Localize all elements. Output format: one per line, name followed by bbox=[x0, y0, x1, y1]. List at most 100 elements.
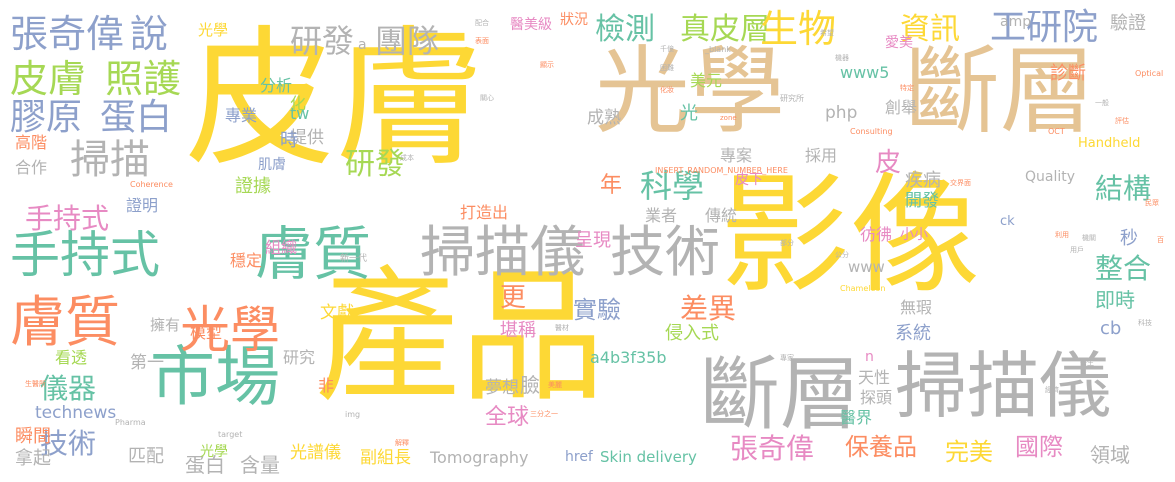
cloud-word: 生醫所 bbox=[25, 380, 46, 388]
cloud-word: 機關 bbox=[1082, 234, 1096, 242]
cloud-word: 醫生 bbox=[1080, 359, 1094, 367]
cloud-word: 掃描儀 bbox=[420, 220, 586, 284]
cloud-word: 交界面 bbox=[950, 179, 971, 187]
cloud-word: 儀器 bbox=[40, 372, 97, 405]
cloud-word: zone bbox=[720, 114, 737, 122]
cloud-word: 皮 bbox=[875, 148, 902, 178]
cloud-word: 更 bbox=[500, 283, 527, 313]
cloud-word: 臉 bbox=[520, 373, 540, 397]
cloud-word: 技術 bbox=[40, 427, 97, 460]
cloud-word: 證明 bbox=[126, 196, 159, 215]
cloud-word: 資訊 bbox=[900, 12, 960, 47]
cloud-word: 張奇偉 bbox=[10, 12, 125, 56]
cloud-word: 經濟 bbox=[1045, 386, 1059, 394]
cloud-word: 光學 bbox=[200, 444, 228, 460]
cloud-word: 疾病 bbox=[905, 170, 941, 191]
cloud-word: a bbox=[358, 37, 367, 53]
cloud-word: 皮膚 bbox=[10, 57, 87, 101]
cloud-word: 副組長 bbox=[360, 448, 411, 468]
cloud-word: 採用 bbox=[805, 146, 838, 165]
cloud-word: 天性 bbox=[858, 368, 891, 387]
cloud-word: 百 bbox=[1157, 236, 1164, 244]
cloud-word: 光 bbox=[680, 103, 698, 124]
cloud-word: 整合 bbox=[1095, 252, 1152, 285]
cloud-word: 合作 bbox=[15, 158, 48, 177]
cloud-word: 專案 bbox=[720, 146, 753, 165]
cloud-word: 掃描儀 bbox=[895, 344, 1112, 428]
cloud-word: 時 bbox=[280, 130, 298, 151]
cloud-word: a4b3f35b bbox=[590, 348, 667, 367]
cloud-word: 組織 bbox=[265, 238, 298, 257]
cloud-word: 打造出 bbox=[460, 203, 509, 222]
cloud-word: tw bbox=[290, 104, 310, 123]
cloud-word: Pharma bbox=[115, 418, 146, 427]
cloud-word: 拿起 bbox=[15, 448, 51, 469]
cloud-word: 解釋 bbox=[395, 439, 409, 447]
cloud-word: Optical bbox=[1135, 69, 1164, 78]
cloud-word: 探頭 bbox=[860, 388, 893, 407]
cloud-word: Handheld bbox=[1078, 136, 1141, 151]
cloud-word: 成熟 bbox=[587, 108, 621, 128]
cloud-word: INSERT_RANDOM_NUMBER_HERE bbox=[655, 166, 788, 175]
cloud-word: Consulting bbox=[850, 127, 893, 136]
cloud-word: 工研院 bbox=[990, 7, 1099, 48]
cloud-word: 光譜儀 bbox=[290, 443, 341, 463]
cloud-word: 產品 bbox=[315, 253, 605, 422]
cloud-word: href bbox=[565, 449, 593, 465]
cloud-word: 結構 bbox=[1095, 172, 1152, 205]
cloud-word: 配合 bbox=[475, 19, 489, 27]
cloud-word: n bbox=[865, 349, 874, 365]
cloud-word: 希望 bbox=[820, 29, 834, 37]
cloud-word: 化妝 bbox=[660, 86, 674, 94]
cloud-word: 檢測 bbox=[595, 12, 655, 47]
cloud-word: cb bbox=[1100, 318, 1122, 339]
cloud-word: 手持式 bbox=[10, 226, 160, 284]
cloud-word: 含量 bbox=[240, 453, 280, 477]
cloud-word: 保養品 bbox=[845, 433, 917, 461]
cloud-word: 開發 bbox=[905, 191, 939, 211]
cloud-word: 關心 bbox=[480, 94, 494, 102]
cloud-word: 三分之一 bbox=[530, 410, 558, 418]
cloud-word: 照護 bbox=[105, 57, 182, 101]
cloud-word: 民眾 bbox=[1145, 199, 1159, 207]
cloud-word: www5 bbox=[840, 63, 890, 82]
cloud-word: 國際 bbox=[1015, 433, 1063, 461]
cloud-word: technews bbox=[35, 403, 117, 423]
cloud-word: 文獻 bbox=[320, 303, 354, 323]
cloud-word: 研發 bbox=[290, 22, 355, 60]
cloud-word: 模型 bbox=[190, 323, 223, 342]
cloud-word: ck bbox=[1000, 214, 1015, 229]
cloud-word: 提供 bbox=[290, 128, 324, 148]
cloud-word: 利用 bbox=[1055, 231, 1069, 239]
cloud-word: 即時 bbox=[1095, 288, 1135, 312]
cloud-word: 夢想 bbox=[485, 378, 519, 398]
cloud-word: 掃描 bbox=[70, 137, 150, 183]
cloud-word: 狀況 bbox=[560, 12, 588, 28]
cloud-word: 特定 bbox=[900, 84, 914, 92]
cloud-word: 醫材 bbox=[555, 324, 569, 332]
cloud-word: 技術 bbox=[610, 220, 721, 284]
cloud-word: 影像 bbox=[720, 159, 981, 311]
cloud-word: 評估 bbox=[1115, 117, 1129, 125]
cloud-word: 傳統 bbox=[705, 206, 738, 225]
cloud-word: 團隊 bbox=[375, 22, 440, 60]
cloud-word: 蛋白 bbox=[185, 453, 225, 477]
cloud-word: 完美 bbox=[945, 438, 993, 466]
cloud-word: 愛美 bbox=[885, 35, 913, 51]
cloud-word: 膚質 bbox=[10, 290, 121, 354]
cloud-word: 專家 bbox=[780, 354, 794, 362]
cloud-word: 高階 bbox=[15, 133, 48, 152]
cloud-word: 小小 bbox=[900, 227, 928, 243]
cloud-word: 研究 bbox=[283, 348, 316, 367]
cloud-word: 蛋白 bbox=[100, 97, 173, 138]
cloud-word: 系統 bbox=[895, 323, 931, 344]
cloud-word: Coherence bbox=[130, 180, 173, 189]
cloud-word: 生物 bbox=[760, 7, 837, 51]
cloud-word: 無瑕 bbox=[900, 298, 933, 317]
cloud-word: 成本 bbox=[400, 154, 414, 162]
cloud-word: 創舉 bbox=[885, 98, 918, 117]
cloud-word: 顯示 bbox=[540, 61, 554, 69]
cloud-word: 實驗 bbox=[573, 296, 621, 324]
cloud-word: 專業 bbox=[225, 106, 258, 125]
